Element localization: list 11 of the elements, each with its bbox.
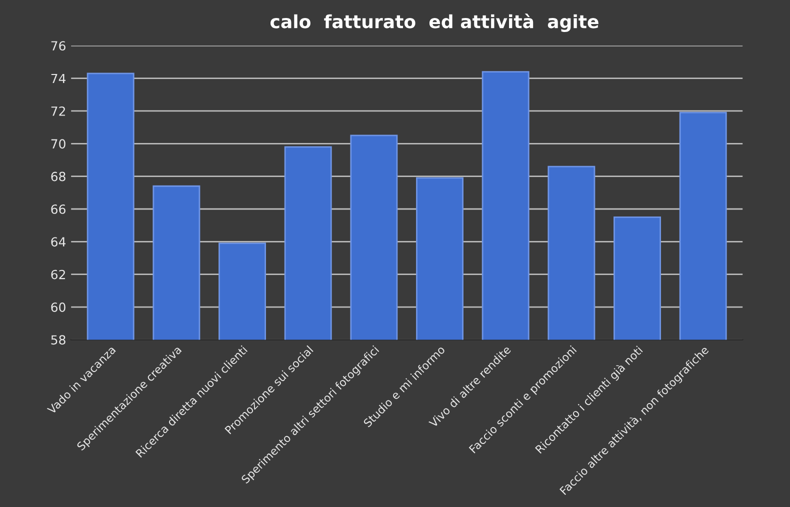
y-tick-label: 64 (51, 237, 66, 247)
chart-title: calo fatturato ed attività agite (270, 14, 598, 32)
y-tick-label: 76 (51, 41, 66, 51)
y-tick-label: 60 (51, 302, 66, 312)
y-tick-label: 72 (51, 106, 65, 116)
y-tick-label: 58 (51, 335, 66, 345)
y-tick-label: 62 (51, 270, 65, 280)
y-tick-label: 68 (51, 172, 66, 182)
y-tick-label: 74 (51, 74, 66, 84)
y-tick-label: 70 (51, 139, 66, 149)
y-tick-label: 66 (51, 204, 66, 214)
